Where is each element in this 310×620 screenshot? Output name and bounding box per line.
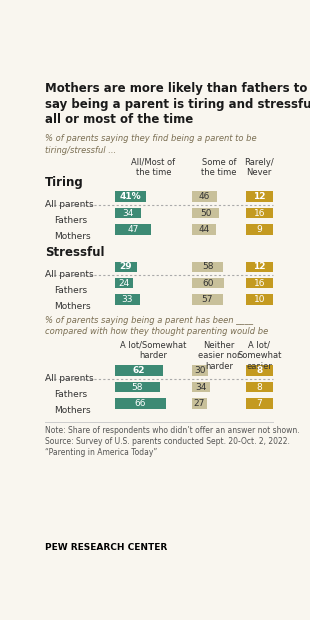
Text: 30: 30 bbox=[194, 366, 206, 375]
Text: Neither
easier nor
harder: Neither easier nor harder bbox=[198, 341, 240, 371]
Bar bbox=[115, 192, 146, 202]
Bar bbox=[246, 365, 273, 376]
Text: Mothers: Mothers bbox=[54, 406, 91, 415]
Bar bbox=[192, 224, 216, 234]
Text: 16: 16 bbox=[254, 278, 265, 288]
Bar bbox=[115, 398, 166, 409]
Bar bbox=[192, 294, 223, 304]
Bar bbox=[246, 294, 273, 304]
Text: 33: 33 bbox=[122, 294, 133, 304]
Bar bbox=[192, 398, 207, 409]
Text: 12: 12 bbox=[253, 192, 265, 202]
Text: Fathers: Fathers bbox=[54, 390, 87, 399]
Bar bbox=[192, 262, 223, 272]
Text: All parents: All parents bbox=[45, 270, 94, 279]
Text: 16: 16 bbox=[254, 208, 265, 218]
Text: 62: 62 bbox=[132, 366, 145, 375]
Text: Mothers: Mothers bbox=[54, 232, 91, 241]
Text: 7: 7 bbox=[256, 399, 262, 408]
Text: 60: 60 bbox=[202, 278, 214, 288]
Bar bbox=[246, 192, 273, 202]
Text: % of parents saying being a parent has been ____
compared with how they thought : % of parents saying being a parent has b… bbox=[45, 316, 268, 336]
Text: A lot/Somewhat
harder: A lot/Somewhat harder bbox=[120, 341, 187, 360]
Bar bbox=[115, 224, 151, 234]
Bar bbox=[192, 365, 208, 376]
Text: 47: 47 bbox=[127, 224, 139, 234]
Text: Note: Share of respondents who didn’t offer an answer not shown.
Source: Survey : Note: Share of respondents who didn’t of… bbox=[45, 425, 299, 458]
Bar bbox=[192, 192, 217, 202]
Text: PEW RESEARCH CENTER: PEW RESEARCH CENTER bbox=[45, 542, 167, 552]
Text: 50: 50 bbox=[200, 208, 211, 218]
Bar bbox=[115, 208, 141, 218]
Text: 58: 58 bbox=[131, 383, 143, 391]
Text: Some of
the time: Some of the time bbox=[201, 157, 237, 177]
Bar bbox=[115, 382, 160, 392]
Text: 34: 34 bbox=[196, 383, 207, 391]
Text: Fathers: Fathers bbox=[54, 216, 87, 225]
Bar bbox=[115, 294, 140, 304]
Text: 9: 9 bbox=[256, 224, 262, 234]
Text: All/Most of
the time: All/Most of the time bbox=[131, 157, 175, 177]
Text: 29: 29 bbox=[120, 262, 132, 272]
Text: 8: 8 bbox=[256, 366, 262, 375]
Text: 44: 44 bbox=[198, 224, 210, 234]
Bar bbox=[246, 262, 273, 272]
Text: 41%: 41% bbox=[120, 192, 141, 202]
Bar bbox=[192, 278, 224, 288]
Text: 27: 27 bbox=[194, 399, 205, 408]
Text: Rarely/
Never: Rarely/ Never bbox=[244, 157, 274, 177]
Text: 57: 57 bbox=[202, 294, 213, 304]
Bar bbox=[115, 262, 137, 272]
Text: 10: 10 bbox=[254, 294, 265, 304]
Bar bbox=[192, 208, 219, 218]
Text: 8: 8 bbox=[256, 383, 262, 391]
Bar bbox=[246, 278, 273, 288]
Bar bbox=[246, 398, 273, 409]
Text: 46: 46 bbox=[199, 192, 210, 202]
Text: A lot/
Somewhat
easier: A lot/ Somewhat easier bbox=[237, 341, 281, 371]
Text: Tiring: Tiring bbox=[45, 176, 84, 189]
Bar bbox=[246, 208, 273, 218]
Bar bbox=[115, 365, 163, 376]
Text: 34: 34 bbox=[122, 208, 134, 218]
Bar bbox=[192, 382, 210, 392]
Text: Fathers: Fathers bbox=[54, 286, 87, 295]
Text: 24: 24 bbox=[118, 278, 130, 288]
Text: All parents: All parents bbox=[45, 200, 94, 209]
Text: 58: 58 bbox=[202, 262, 214, 272]
Text: % of parents saying they find being a parent to be
tiring/stressful ...: % of parents saying they find being a pa… bbox=[45, 135, 257, 154]
Text: Stressful: Stressful bbox=[45, 246, 104, 259]
Text: 66: 66 bbox=[135, 399, 146, 408]
Text: Mothers are more likely than fathers to
say being a parent is tiring and stressf: Mothers are more likely than fathers to … bbox=[45, 82, 310, 126]
Bar bbox=[246, 382, 273, 392]
Bar bbox=[246, 224, 273, 234]
Text: All parents: All parents bbox=[45, 374, 94, 383]
Bar bbox=[115, 278, 133, 288]
Text: 12: 12 bbox=[253, 262, 265, 272]
Text: Mothers: Mothers bbox=[54, 303, 91, 311]
